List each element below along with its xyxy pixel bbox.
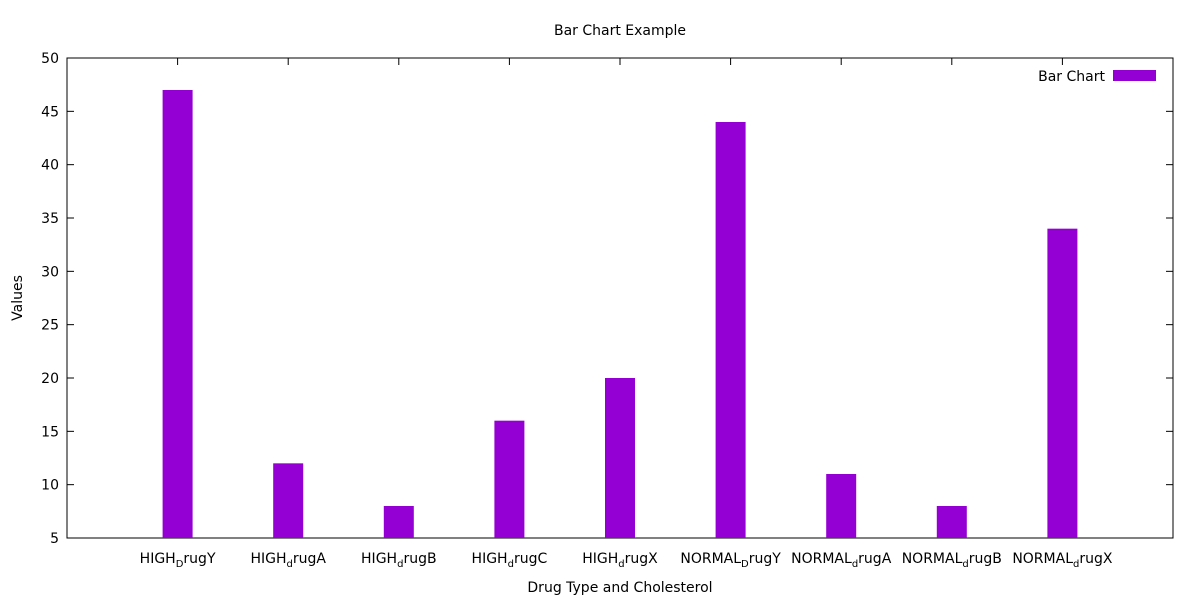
bar [715,122,746,538]
bar [1047,228,1078,538]
y-axis-label: Values [10,275,26,321]
y-tick-label: 20 [41,371,59,387]
bar [826,474,857,538]
bar [273,463,304,538]
bar [383,506,414,538]
x-axis: HIGHDrugY HIGHdrugA HIGHdrugB HIGHdrugC HIGH… [140,58,1113,570]
y-tick-label: 5 [50,531,59,547]
x-tick-label: HIGHDrugY [140,551,216,570]
bar [494,420,525,538]
chart-title: Bar Chart Example [554,23,686,39]
x-tick-label: NORMALdrugX [1012,551,1113,570]
y-axis: 5 10 15 20 25 30 35 40 45 50 [41,51,1173,547]
y-tick-label: 30 [41,264,59,280]
legend: Bar Chart [1038,69,1156,85]
legend-swatch [1113,70,1156,81]
bar [162,90,193,538]
x-tick-label: NORMALdrugA [791,551,892,570]
legend-label: Bar Chart [1038,69,1105,85]
x-tick-label: HIGHdrugX [582,551,658,570]
y-tick-label: 50 [41,51,59,67]
y-tick-label: 45 [41,104,59,120]
bar [605,378,635,538]
x-tick-label: HIGHdrugB [361,551,437,570]
x-tick-label: NORMALDrugY [680,551,781,570]
bar-series [162,90,1078,538]
bar [936,506,967,538]
y-tick-label: 25 [41,318,59,334]
x-tick-label: HIGHdrugC [472,551,548,570]
x-axis-label: Drug Type and Cholesterol [527,580,712,596]
y-tick-label: 35 [41,211,59,227]
x-tick-label: HIGHdrugA [250,551,326,570]
y-tick-label: 40 [41,158,59,174]
x-tick-label: NORMALdrugB [902,551,1002,570]
y-tick-label: 10 [41,478,59,494]
y-tick-label: 15 [41,424,59,440]
